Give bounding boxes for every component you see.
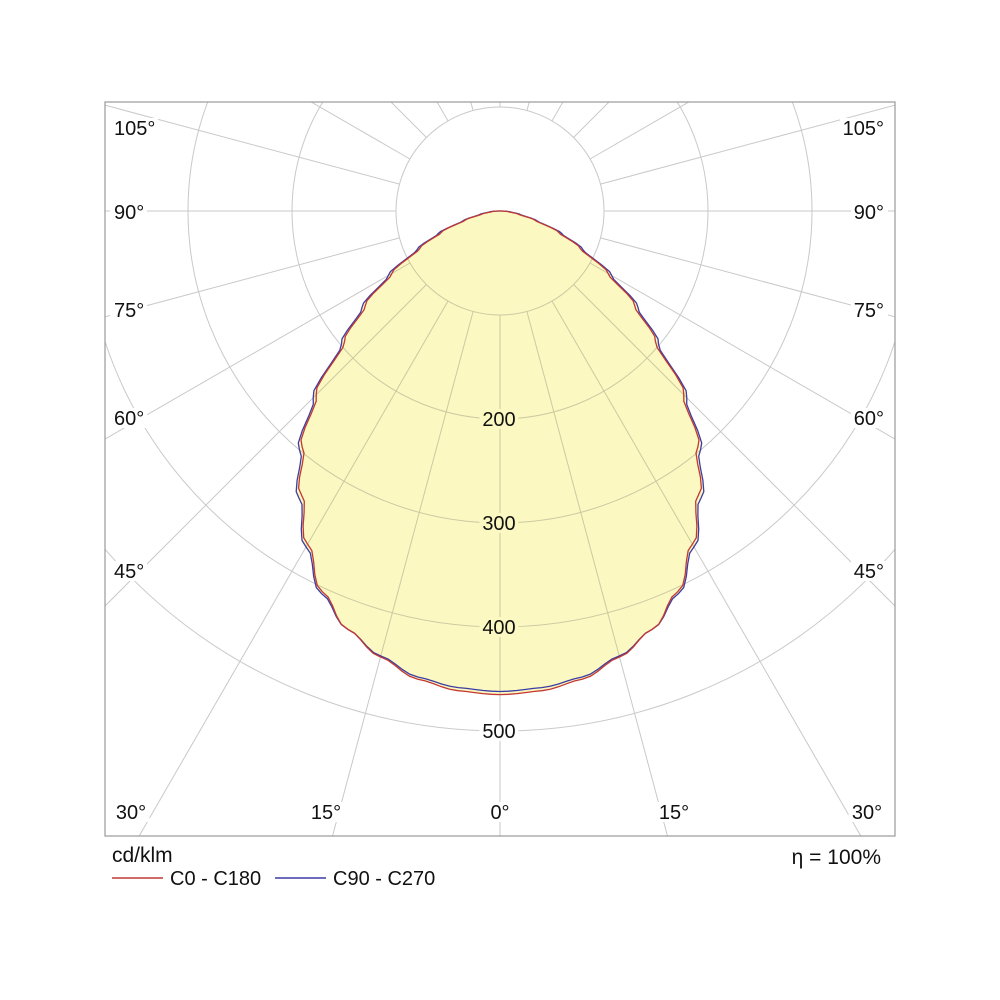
radial-tick-label-bg (479, 721, 519, 741)
radial-tick-label-bg (479, 617, 519, 637)
polar-grid-spoke (573, 102, 610, 138)
polar-grid-spoke (589, 262, 895, 440)
polar-grid-spoke (436, 102, 449, 122)
efficiency-label: η = 100% (792, 846, 881, 869)
angle-tick-label-left: 60° (114, 408, 144, 430)
angle-tick-label-left: 90° (114, 202, 144, 224)
polar-grid-spoke (552, 0, 990, 121)
intensity-curve-c0-c180 (297, 210, 703, 696)
angle-tick-label-right-bg (840, 118, 888, 138)
angle-tick-label-right: 60° (854, 408, 884, 430)
units-label: cd/klm (112, 844, 173, 867)
polar-grid-spoke (526, 102, 530, 111)
plot-border (104, 101, 896, 837)
polar-grid-spoke (105, 104, 400, 185)
angle-tick-label-left-bg (110, 202, 147, 222)
angle-tick-label-left: 45° (114, 561, 144, 583)
angle-tick-label-right-bg (851, 408, 888, 428)
polar-grid-spoke (0, 0, 410, 159)
polar-grid-spoke (0, 0, 426, 137)
intensity-curves (295, 210, 705, 696)
legend: cd/klm C0 - C180 C90 - C270 (112, 844, 435, 890)
polar-grid-spoke (105, 237, 400, 318)
polar-grid-spoke (310, 102, 411, 160)
axis-labels: 200 300 400 500 105° 90° 75° 60° 45° 105° 90° 75° 60… (110, 118, 888, 824)
radial-tick-label: 300 (482, 513, 515, 535)
angle-tick-label-left-bg (110, 300, 147, 320)
polar-grid-spoke (574, 0, 1000, 137)
angle-tick-label-bottom-bg (307, 802, 345, 822)
angle-tick-label-left-bg (110, 408, 147, 428)
radial-tick-label: 500 (482, 721, 515, 743)
angle-tick-label-left-bg (110, 561, 147, 581)
radial-tick-label: 400 (482, 617, 515, 639)
angle-tick-label-right-bg (851, 300, 888, 320)
radial-tick-label-bg (479, 513, 519, 533)
polar-grid-spoke (296, 300, 449, 695)
angle-tick-label-bottom: 15° (659, 802, 689, 824)
polar-grid-spoke (573, 284, 704, 695)
angle-tick-label-bottom: 15° (311, 802, 341, 824)
polar-grid-spoke (526, 311, 704, 695)
radial-tick-label-bg (479, 409, 519, 429)
angle-tick-label-right: 90° (854, 202, 884, 224)
angle-tick-label-bottom-bg (112, 802, 150, 822)
polar-grid-spoke (600, 237, 895, 318)
polar-grid-spoke (105, 262, 411, 440)
polar-grid-spoke (600, 104, 895, 185)
angle-tick-label-bottom: 30° (116, 802, 146, 824)
polar-grid-spoke (390, 102, 427, 138)
angle-tick-label-left: 75° (114, 300, 144, 322)
angle-tick-label-bottom-bg (655, 802, 693, 822)
angle-tick-label-right: 105° (843, 118, 884, 140)
polar-grid-spoke (600, 0, 1000, 184)
angle-tick-label-right: 75° (854, 300, 884, 322)
polar-grid-spoke (590, 0, 1000, 159)
angle-tick-label-right-bg (851, 561, 888, 581)
angle-tick-label-left: 105° (114, 118, 155, 140)
intensity-curve-c90-c270 (295, 210, 705, 693)
angle-tick-label-bottom-bg (487, 802, 513, 822)
polar-grid-spoke (10, 0, 448, 121)
angle-tick-label-bottom-bg (848, 802, 886, 822)
polar-grid-spoke (551, 102, 564, 122)
polar-grid-spoke (296, 284, 427, 695)
angle-tick-label-left-bg (110, 118, 158, 138)
polar-grid-spoke (246, 0, 473, 111)
angle-tick-label-right: 45° (854, 561, 884, 583)
polar-grid-spoke (0, 0, 400, 184)
radial-tick-label: 200 (482, 409, 515, 431)
legend-label-c0-c180: C0 - C180 (170, 868, 261, 890)
legend-label-c90-c270: C90 - C270 (333, 868, 435, 890)
polar-grid-spoke (470, 102, 474, 111)
polar-grid-spoke (551, 300, 704, 695)
angle-tick-label-right-bg (851, 202, 888, 222)
polar-grid-spoke (589, 102, 690, 160)
polar-grid-spoke (296, 311, 474, 695)
polar-grid-spoke (527, 0, 754, 111)
angle-tick-label-bottom: 0° (490, 802, 509, 824)
angle-tick-label-bottom: 30° (852, 802, 882, 824)
